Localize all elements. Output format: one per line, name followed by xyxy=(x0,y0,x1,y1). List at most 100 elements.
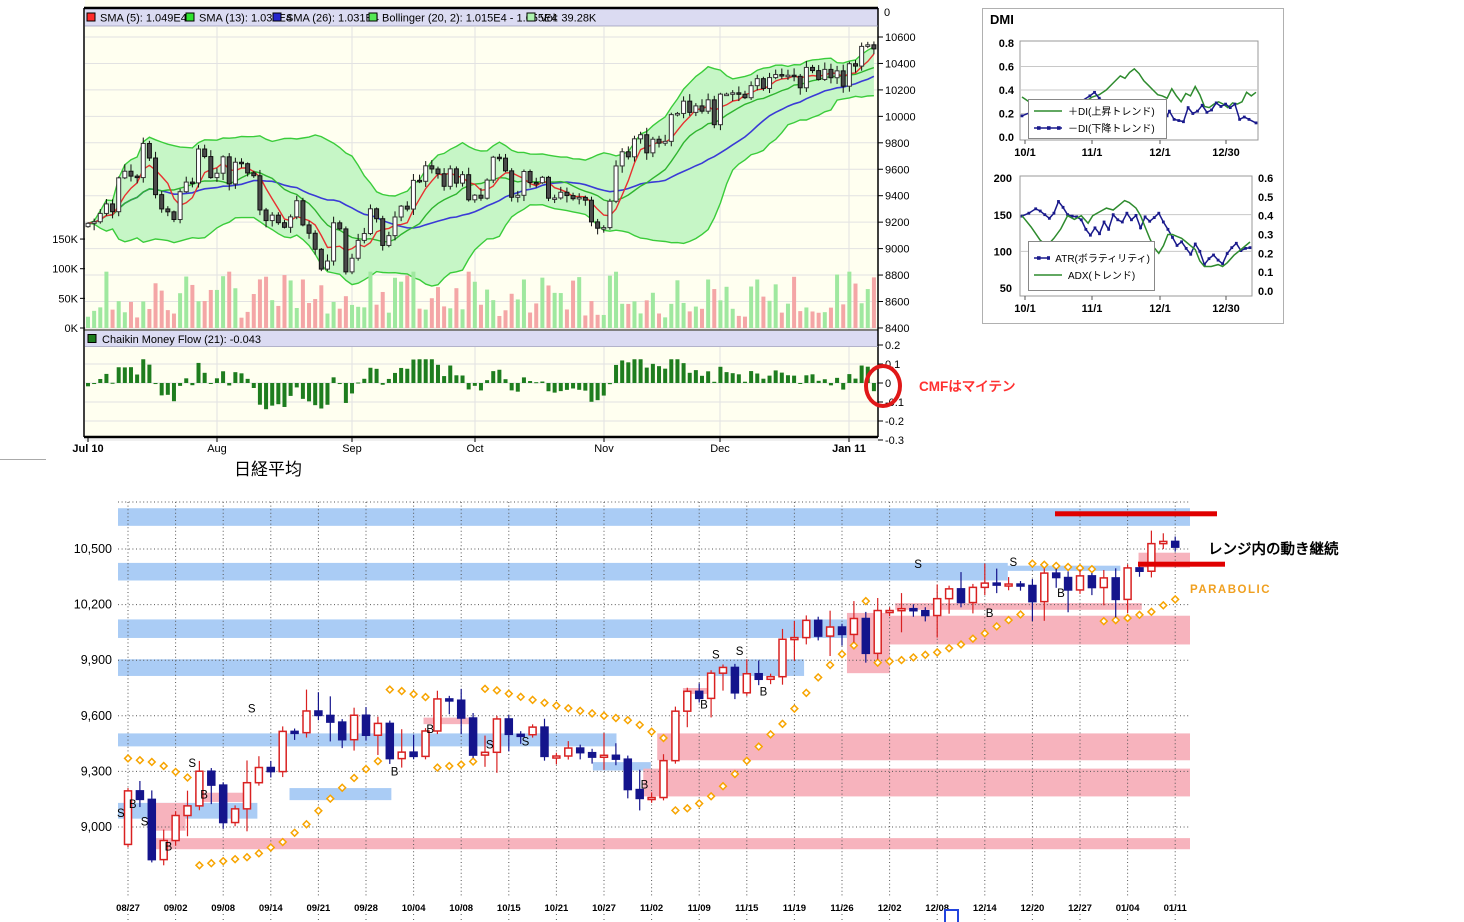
atr-right-label: 0.1 xyxy=(1258,267,1273,279)
bottom-date-label: 11/02 xyxy=(640,903,663,914)
candle xyxy=(516,733,525,738)
atr-left-label: 150 xyxy=(994,210,1012,222)
sar-dot xyxy=(682,803,692,813)
volume-tick-label: 50K xyxy=(58,293,78,305)
sar-dot xyxy=(908,652,918,662)
candle xyxy=(504,718,514,736)
signal-sell: S xyxy=(188,758,196,770)
window-edge-line xyxy=(0,459,46,460)
cmf-legend-bar xyxy=(85,331,878,346)
signal-sell: S xyxy=(117,808,125,820)
red-resistance-line xyxy=(1055,511,1217,517)
signal-buy: B xyxy=(641,779,649,791)
legend-swatch xyxy=(272,12,282,22)
candle xyxy=(433,698,442,732)
candle xyxy=(897,607,906,612)
candle xyxy=(873,609,882,655)
sar-dot xyxy=(968,634,978,644)
sar-dot xyxy=(944,643,954,653)
bottom-date-label: 12/20 xyxy=(1021,903,1045,914)
candle xyxy=(266,766,276,773)
legend-label: Vol: 39.28K xyxy=(540,13,597,25)
price-tick-label: 10400 xyxy=(885,58,916,70)
sar-dot xyxy=(956,639,966,649)
candle xyxy=(1087,575,1097,589)
candle xyxy=(683,690,692,712)
volume-tick-label: 0K xyxy=(65,323,79,335)
sar-dot xyxy=(1123,613,1133,623)
candle xyxy=(361,714,371,737)
sar-dot xyxy=(313,806,323,816)
sar-dot xyxy=(325,794,335,804)
sar-dot xyxy=(373,756,383,766)
candle xyxy=(1159,540,1168,545)
bottom-date-label: 12/08 xyxy=(925,903,949,914)
blue-band xyxy=(118,508,1190,526)
candle xyxy=(766,675,775,681)
candle xyxy=(254,766,264,784)
cmf-tick-label: 0.2 xyxy=(885,340,900,352)
sar-dot xyxy=(742,756,752,766)
candle xyxy=(456,699,466,719)
bottom-date-label: 11/15 xyxy=(735,903,759,914)
price-tick-label: 9800 xyxy=(885,138,909,150)
pink-band xyxy=(863,615,1190,645)
bottom-date-label: 10/08 xyxy=(449,903,473,914)
candle xyxy=(540,726,549,758)
sar-dot xyxy=(1111,615,1121,625)
blue-band xyxy=(118,733,617,747)
cmf-highlight-circle xyxy=(864,364,902,408)
sar-dot xyxy=(1135,610,1144,620)
blue-band xyxy=(922,565,1121,571)
candle xyxy=(183,805,192,817)
blue-band xyxy=(118,562,1008,581)
sar-dot xyxy=(1099,616,1109,626)
candle xyxy=(314,710,323,717)
sar-dot xyxy=(754,742,764,752)
signal-buy: B xyxy=(760,687,768,699)
candle xyxy=(825,626,835,637)
legend-label: ＋DI(上昇トレンド) xyxy=(1068,107,1155,118)
pink-band xyxy=(657,733,1190,761)
signal-sell: S xyxy=(712,650,720,662)
sar-dot xyxy=(230,854,240,864)
candle xyxy=(492,718,502,754)
candle xyxy=(647,796,656,801)
sar-dot xyxy=(242,852,252,862)
bottom-date-label: 11/26 xyxy=(830,903,853,914)
atr-adx-series xyxy=(1021,199,1251,268)
atr-left-label: 100 xyxy=(994,247,1012,259)
sar-dot xyxy=(1063,562,1073,572)
candle xyxy=(623,758,633,791)
red-resistance-line xyxy=(1138,561,1225,567)
legend-bar xyxy=(85,9,878,26)
pink-band xyxy=(153,838,1191,850)
candle xyxy=(159,839,168,861)
signal-buy: B xyxy=(129,799,137,811)
atr-x-label: 12/1 xyxy=(1149,303,1170,315)
bottom-y-label: 9,300 xyxy=(81,764,112,778)
price-tick-label: 10600 xyxy=(885,32,916,44)
sar-dot xyxy=(587,708,597,718)
sar-dot xyxy=(575,706,585,716)
month-label: Jan 11 xyxy=(832,443,866,455)
sar-dot xyxy=(278,837,288,847)
sar-dot xyxy=(528,695,538,705)
candle xyxy=(778,638,787,678)
candle xyxy=(944,588,954,600)
sar-dot xyxy=(635,720,645,730)
signal-sell: S xyxy=(1010,557,1018,569)
bottom-date-label: 10/21 xyxy=(545,903,569,914)
bottom-y-label: 9,000 xyxy=(81,820,112,834)
candle xyxy=(171,814,180,842)
sar-dot xyxy=(302,819,311,829)
price-tick-label: 9400 xyxy=(885,191,909,203)
signal-sell: S xyxy=(248,703,256,715)
candle xyxy=(230,808,240,824)
candle xyxy=(147,798,157,861)
sar-dot xyxy=(670,805,680,815)
candle xyxy=(480,751,490,756)
dmi-x-label: 10/1 xyxy=(1014,147,1035,159)
